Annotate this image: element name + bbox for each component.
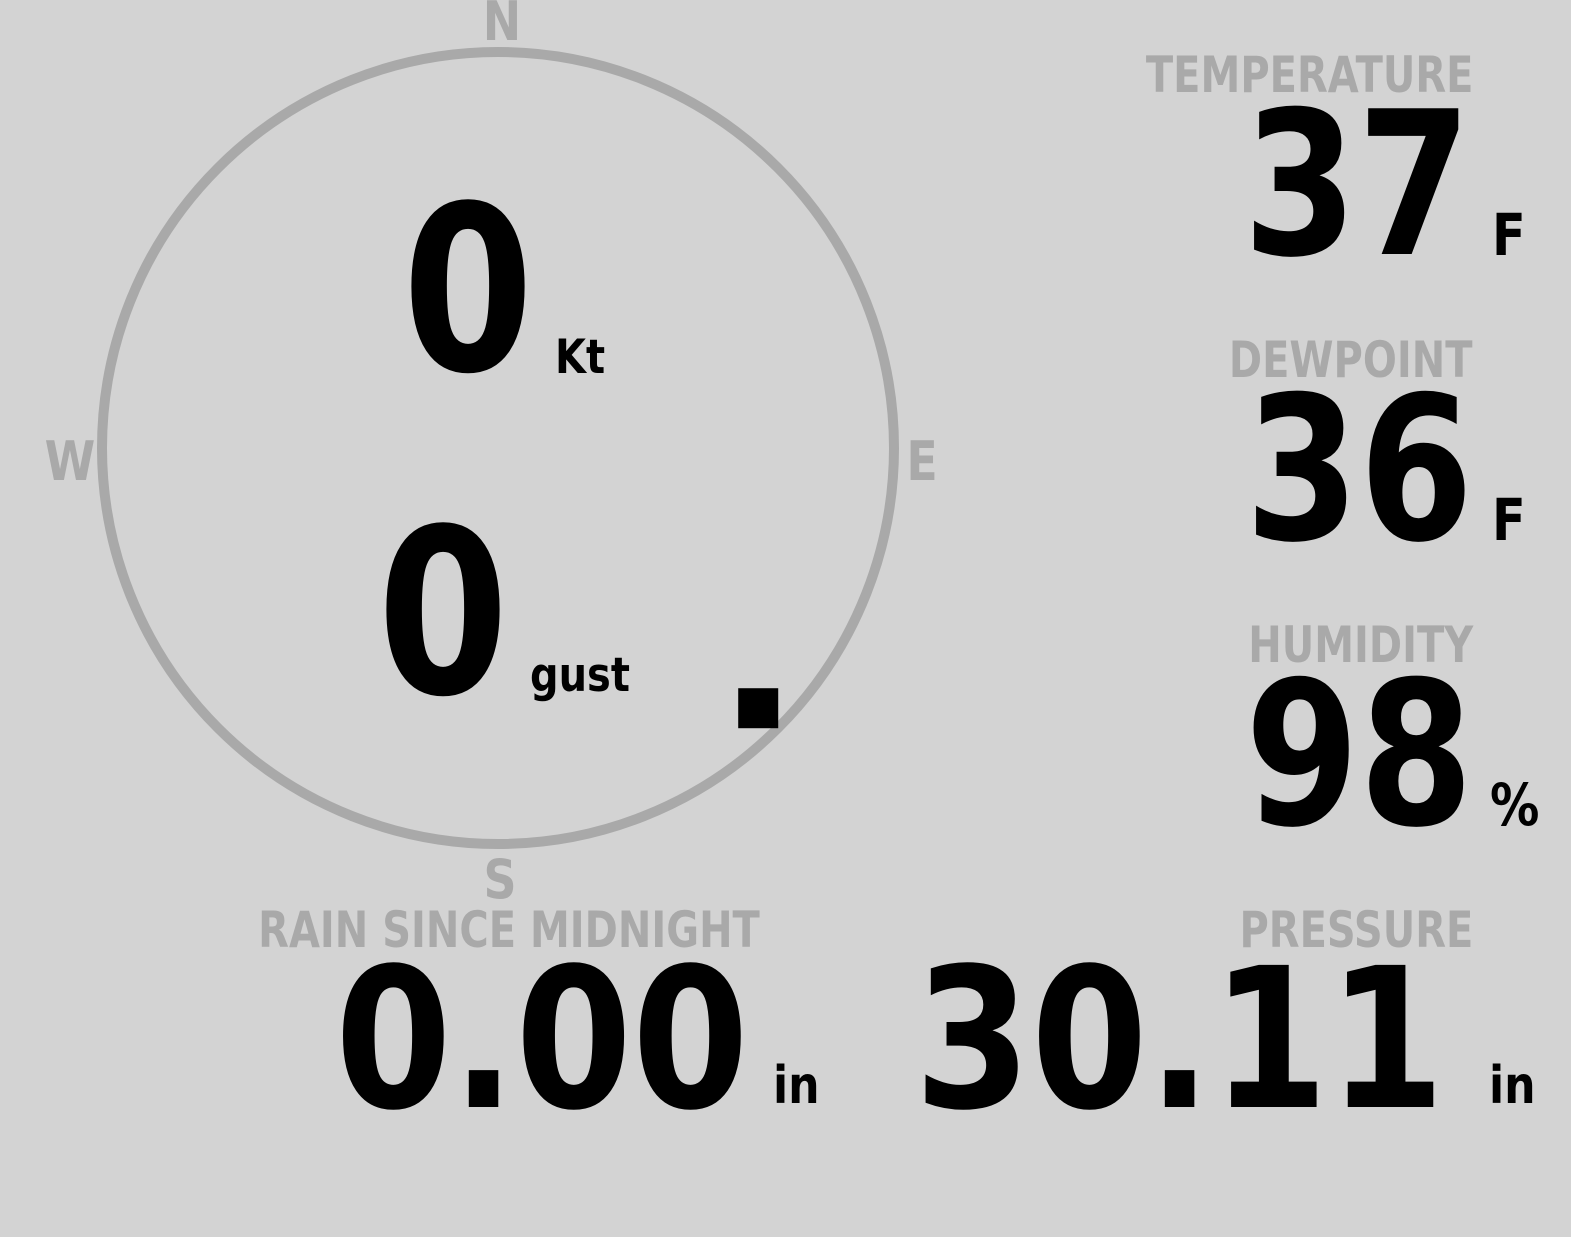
compass-east: E — [906, 430, 938, 493]
wind-gust-unit: gust — [530, 648, 630, 703]
rain-label: RAIN SINCE MIDNIGHT — [258, 901, 760, 959]
temperature-unit: F — [1492, 201, 1526, 269]
wind-speed-unit: Kt — [555, 330, 606, 385]
dewpoint-value: 36 — [1244, 354, 1473, 587]
temperature-value: 37 — [1242, 69, 1471, 302]
wind-speed-value: 0 — [402, 158, 534, 425]
compass-ring — [97, 47, 899, 849]
humidity-value: 98 — [1244, 639, 1473, 872]
compass-west: W — [44, 430, 96, 493]
compass-south: S — [483, 848, 517, 911]
pressure-value: 30.11 — [914, 926, 1445, 1153]
dewpoint-unit: F — [1492, 486, 1526, 554]
pressure-label: PRESSURE — [1239, 901, 1473, 959]
compass-north: N — [482, 0, 522, 53]
wind-direction-marker — [738, 688, 779, 729]
rain-value: 0.00 — [335, 926, 749, 1153]
temperature-label: TEMPERATURE — [1145, 46, 1473, 104]
pressure-unit: in — [1489, 1056, 1536, 1116]
humidity-unit: % — [1490, 771, 1540, 839]
dewpoint-label: DEWPOINT — [1229, 331, 1473, 389]
humidity-label: HUMIDITY — [1248, 616, 1473, 674]
rain-unit: in — [773, 1056, 820, 1116]
wind-gust-value: 0 — [377, 481, 509, 748]
